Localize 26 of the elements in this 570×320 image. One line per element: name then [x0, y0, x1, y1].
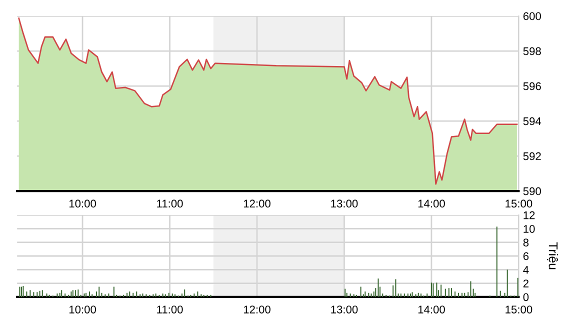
x-tick-label: 11:00	[157, 306, 183, 314]
x-tick-label: 10:00	[69, 306, 96, 314]
y-tick-label: 600	[523, 12, 541, 20]
x-tick-label: 11:00	[157, 200, 183, 208]
y-tick-label: 2	[523, 280, 528, 288]
y-tick-label: 598	[523, 47, 541, 56]
y-tick-label: 8	[523, 238, 529, 246]
y-axis-title: Triệu	[547, 242, 558, 270]
x-tick-label: 13:00	[331, 200, 358, 208]
x-tick-label: 13:00	[331, 306, 358, 314]
y-tick-label: 592	[523, 152, 541, 160]
x-tick-label: 14:00	[418, 200, 445, 208]
y-tick-label: 4	[523, 266, 529, 274]
x-tick-label: 15:00	[506, 200, 532, 208]
y-tick-label: 596	[523, 82, 541, 90]
y-tick-label: 10	[524, 224, 535, 233]
y-tick-label: 12	[524, 211, 535, 220]
x-tick-label: 12:00	[244, 200, 270, 208]
x-tick-label: 15:00	[506, 306, 532, 314]
y-tick-label: 6	[523, 252, 529, 260]
y-tick-label: 594	[523, 117, 542, 126]
x-tick-label: 14:00	[418, 306, 445, 314]
x-tick-label: 12:00	[244, 306, 270, 314]
y-tick-label: 0	[523, 293, 529, 302]
y-tick-label: 590	[523, 187, 541, 196]
x-tick-label: 10:00	[69, 200, 96, 208]
